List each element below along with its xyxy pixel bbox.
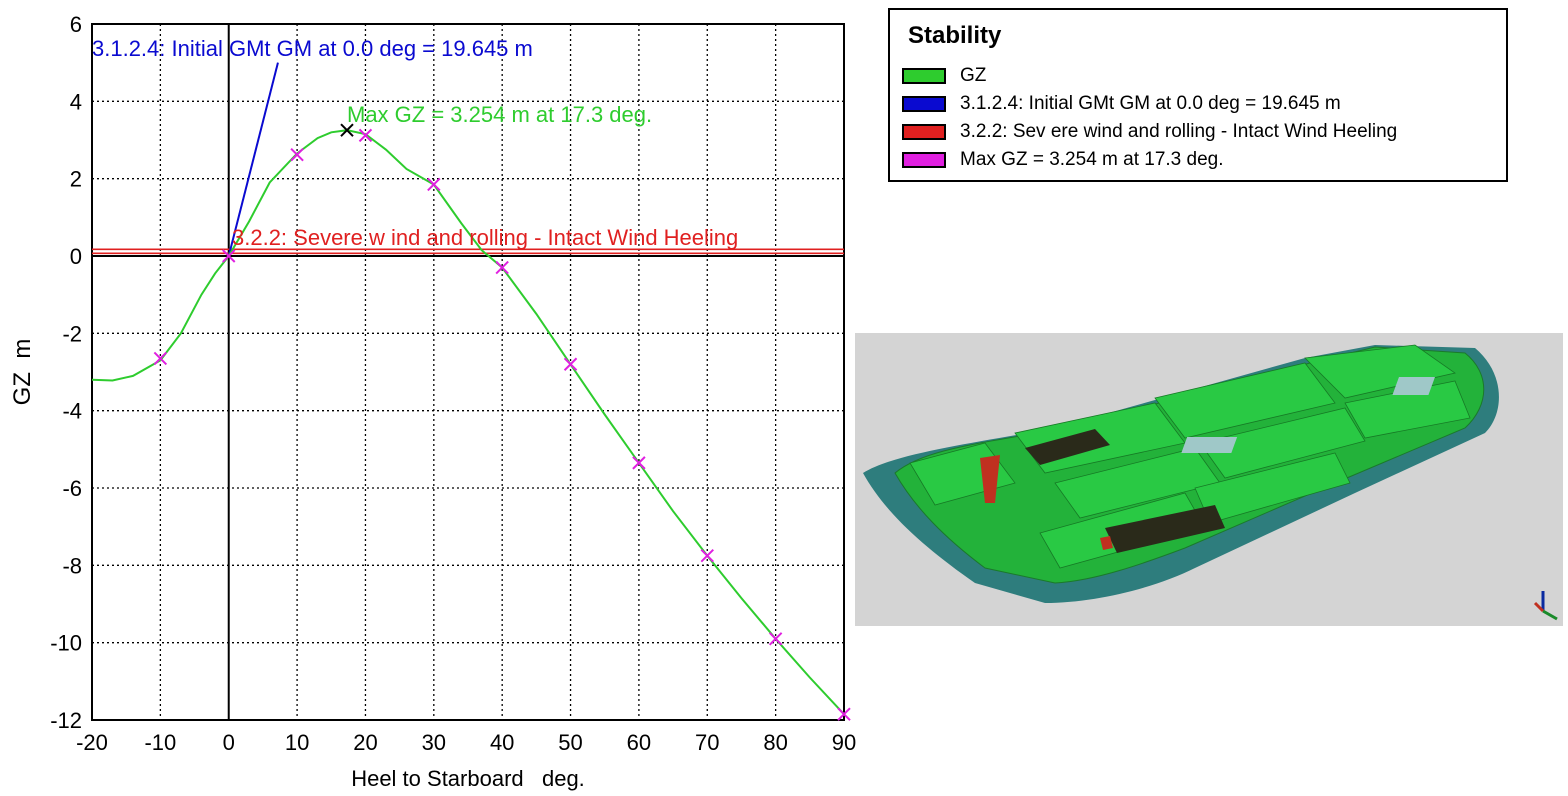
legend-swatch-blue (902, 96, 946, 112)
y-tick-label: -10 (50, 631, 82, 656)
x-tick-label: 30 (422, 730, 446, 755)
gz-marker (563, 357, 578, 371)
chart-legend: Stability GZ 3.1.2.4: Initial GMt GM at … (888, 8, 1508, 182)
gz-marker (290, 147, 304, 162)
gz-marker (358, 128, 373, 143)
wind-heeling-label: 3.2.2: Severe w ind and rolling - Intact… (232, 225, 738, 250)
legend-title: Stability (908, 22, 1002, 49)
x-tick-label: 70 (695, 730, 719, 755)
gm-line (227, 62, 279, 257)
gz-marker (427, 177, 441, 192)
tank-red-aft (1100, 536, 1113, 550)
x-tick-label: -10 (144, 730, 176, 755)
gz-marker (700, 548, 714, 563)
y-axis-label: GZ m (9, 339, 36, 406)
tank-dark-aft (1105, 505, 1225, 553)
y-tick-label: -2 (62, 321, 82, 346)
hatch-panel (1181, 437, 1238, 453)
legend-item-max-gz: Max GZ = 3.254 m at 17.3 deg. (902, 148, 1224, 172)
gm-line-label: 3.1.2.4: Initial GMt GM at 0.0 deg = 19.… (92, 36, 533, 61)
y-tick-label: -12 (50, 708, 82, 733)
x-axis-label: Heel to Starboard deg. (351, 766, 585, 791)
x-tick-label: 60 (627, 730, 651, 755)
x-tick-label: 10 (285, 730, 309, 755)
y-tick-label: -6 (62, 476, 82, 501)
tank-red-fwd (980, 455, 1000, 503)
hatch-panel (1392, 377, 1435, 395)
y-tick-label: 4 (70, 89, 82, 114)
plot-area-frame (91, 23, 845, 721)
x-tick-label: 80 (763, 730, 787, 755)
gz-curve (91, 129, 845, 715)
legend-label: 3.1.2.4: Initial GMt GM at 0.0 deg = 19.… (960, 93, 1341, 114)
x-tick-label: 40 (490, 730, 514, 755)
deck-blocks (909, 344, 1471, 569)
legend-label: 3.2.2: Sev ere wind and rolling - Intact… (960, 121, 1398, 142)
gz-marker (153, 351, 168, 366)
legend-item-gz: GZ (902, 64, 986, 88)
x-tick-label: 20 (353, 730, 377, 755)
gz-marker (837, 707, 851, 721)
legend-swatch-green (902, 68, 946, 84)
gz-marker (632, 456, 646, 470)
chart-series (91, 62, 851, 721)
y-tick-label: 6 (70, 12, 82, 37)
tank-dark-fwd (1025, 429, 1110, 465)
x-tick-label: 90 (832, 730, 856, 755)
y-tick-label: 2 (70, 167, 82, 192)
max-gz-label: Max GZ = 3.254 m at 17.3 deg. (347, 102, 652, 127)
gz-marker (222, 249, 236, 263)
axis-triad-icon (1533, 591, 1558, 621)
x-tick-label: 50 (558, 730, 582, 755)
y-tick-label: -4 (62, 399, 82, 424)
hull-render (863, 344, 1558, 621)
x-tick-label: -20 (76, 730, 108, 755)
legend-label: Max GZ = 3.254 m at 17.3 deg. (960, 149, 1224, 170)
x-tick-label: 0 (223, 730, 235, 755)
y-tick-label: 0 (70, 244, 82, 269)
gz-marker (495, 260, 509, 275)
x-tick-labels: -20 -10 0 10 20 30 40 50 60 70 80 90 (76, 730, 856, 755)
legend-swatch-magenta (902, 152, 946, 168)
hull-3d-view[interactable] (855, 333, 1563, 626)
chart-grid (91, 23, 845, 721)
y-tick-label: -8 (62, 553, 82, 578)
gz-marker (768, 632, 783, 646)
max-gz-marker (340, 123, 354, 137)
gz-curve-chart: -20 -10 0 10 20 30 40 50 60 70 80 90 6420-2-4-6-8-1… (9, 12, 856, 791)
legend-item-wind-heeling: 3.2.2: Sev ere wind and rolling - Intact… (902, 120, 1397, 144)
legend-swatch-red (902, 124, 946, 140)
legend-item-initial-gm: 3.1.2.4: Initial GMt GM at 0.0 deg = 19.… (902, 92, 1341, 116)
y-tick-labels: 6 4 2 0 -2 -4 -6 -8 -10 -12 (50, 12, 82, 733)
legend-label: GZ (960, 65, 987, 86)
